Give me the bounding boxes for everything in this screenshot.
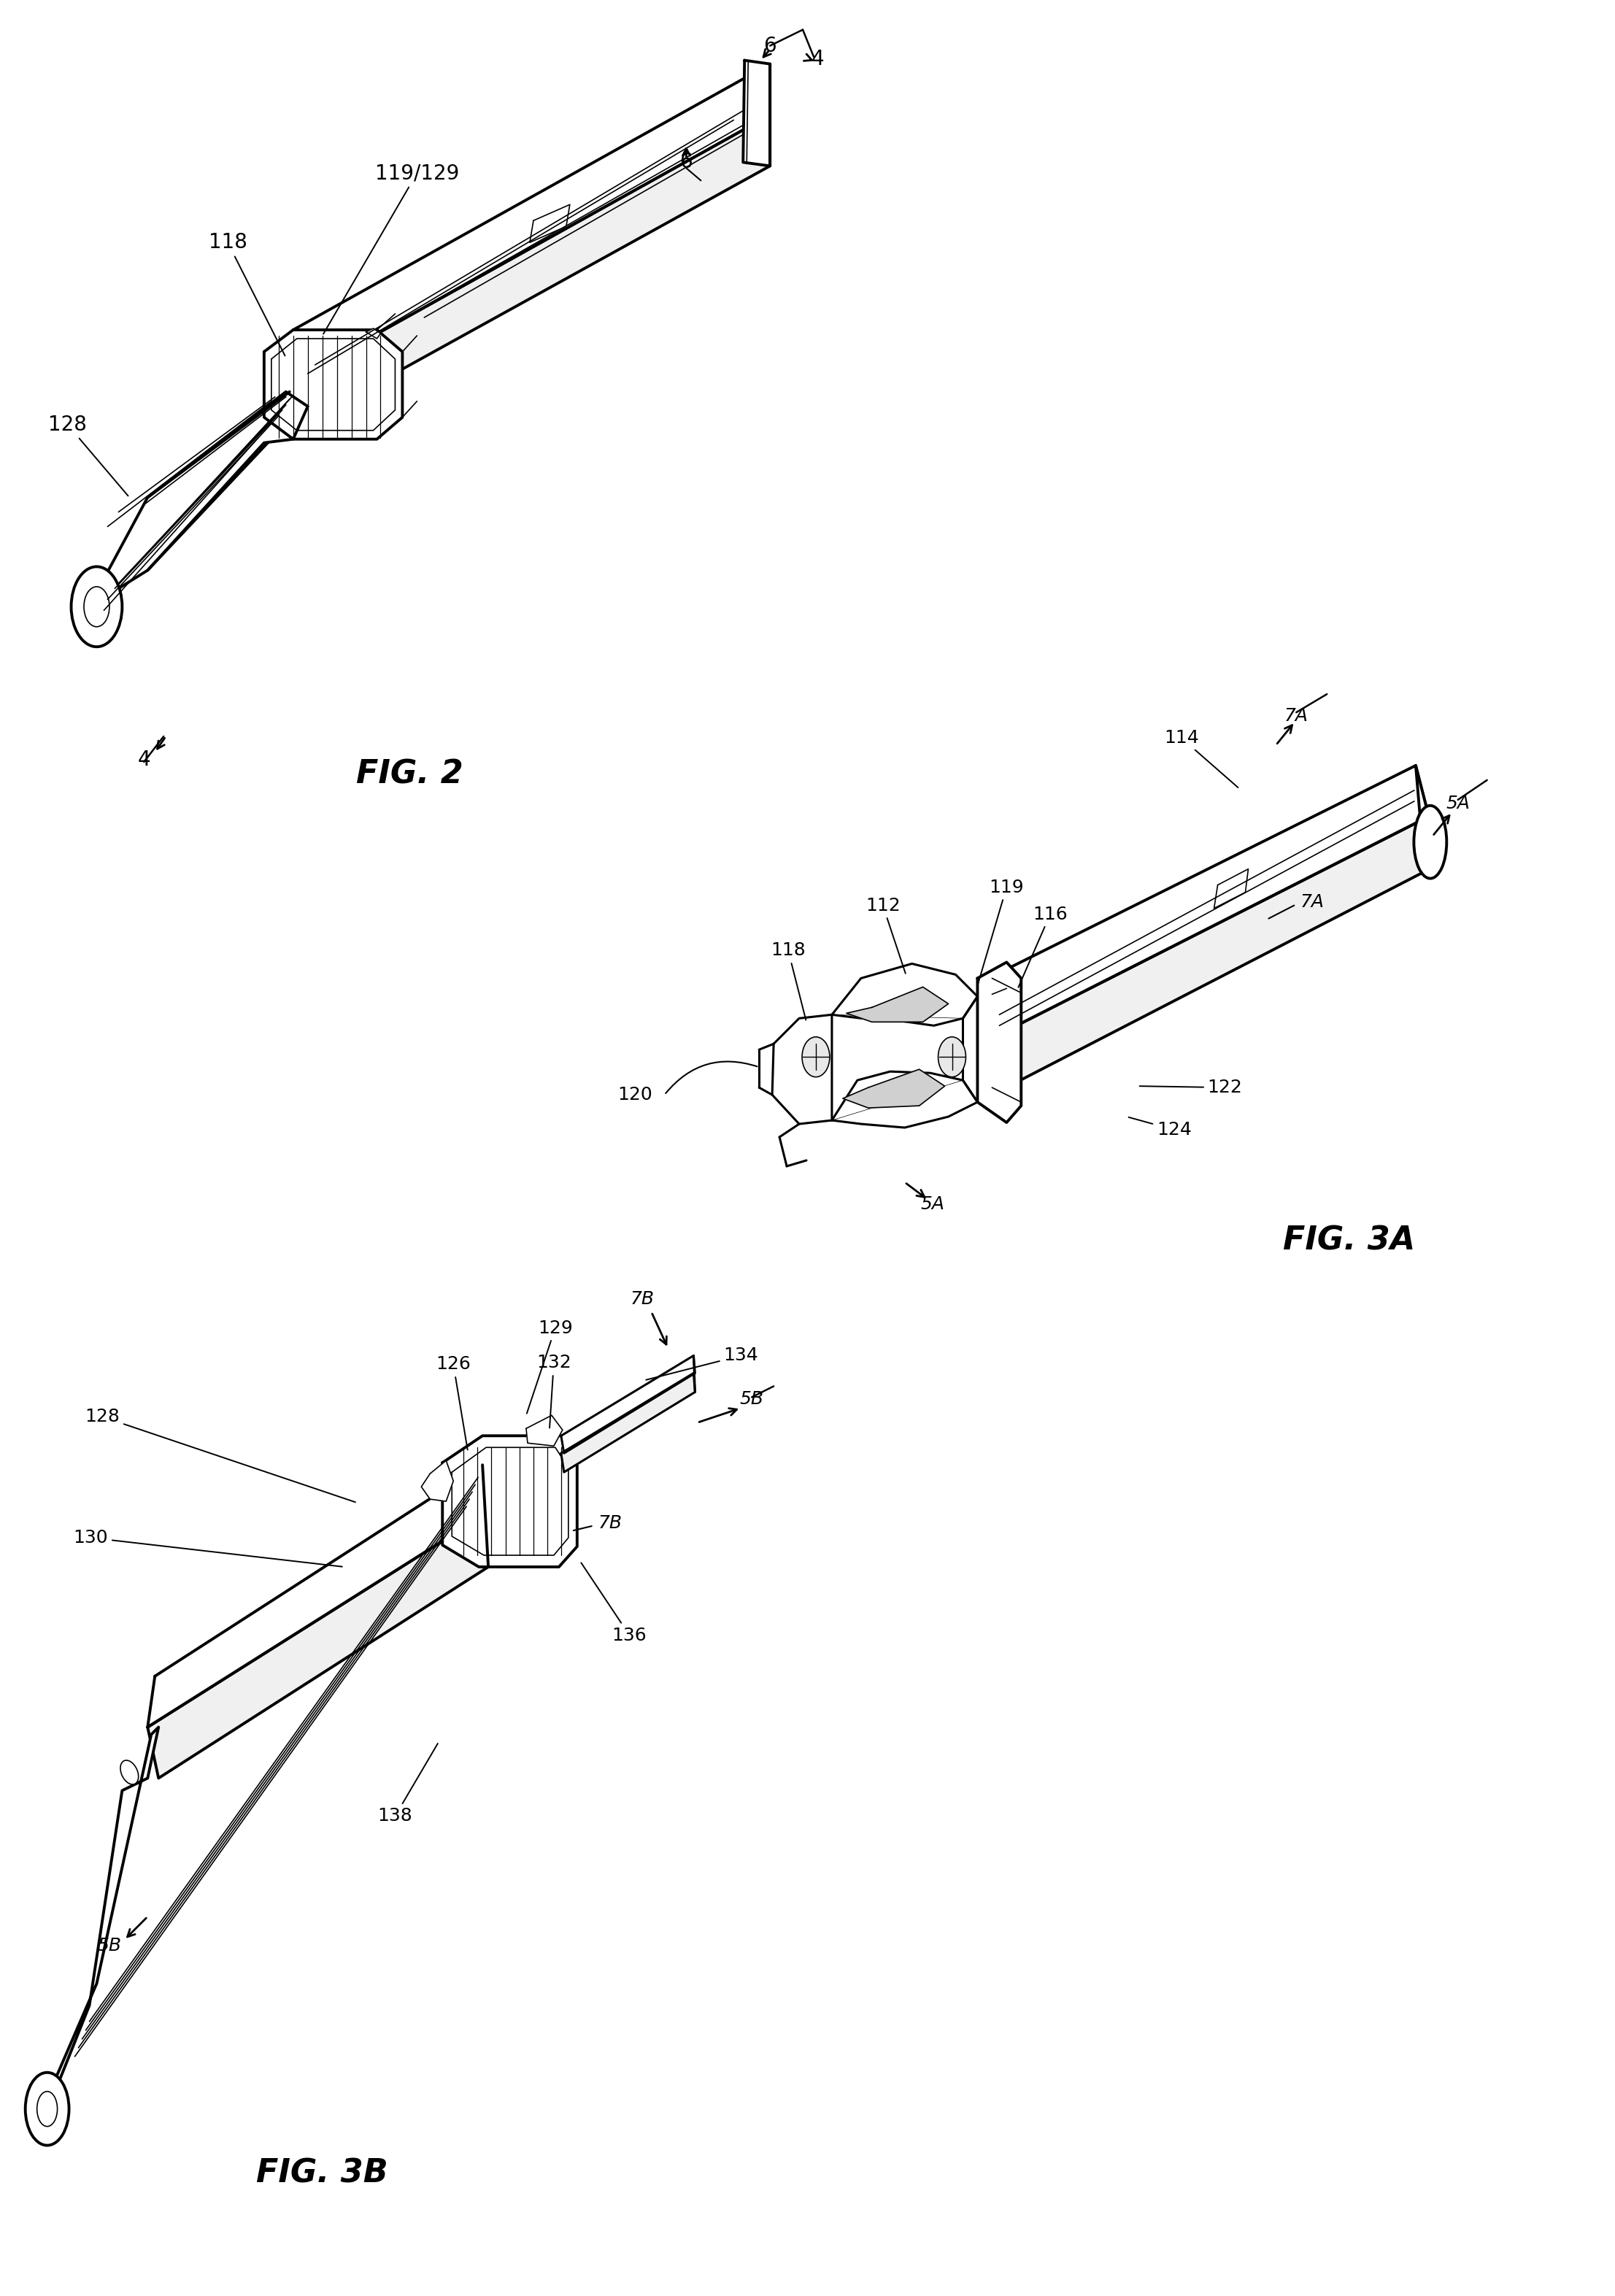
Polygon shape xyxy=(45,1727,158,2115)
Ellipse shape xyxy=(803,1038,830,1077)
Ellipse shape xyxy=(26,2073,69,2144)
Ellipse shape xyxy=(121,1761,139,1784)
Text: 128: 128 xyxy=(48,413,128,496)
Ellipse shape xyxy=(938,1038,966,1077)
Polygon shape xyxy=(526,1414,562,1446)
Text: 122: 122 xyxy=(1140,1079,1242,1095)
Text: 116: 116 xyxy=(1019,905,1068,987)
Text: 130: 130 xyxy=(73,1529,342,1566)
Text: FIG. 3B: FIG. 3B xyxy=(257,2158,388,2188)
Text: 114: 114 xyxy=(1164,730,1239,788)
Polygon shape xyxy=(843,1070,945,1109)
Text: 138: 138 xyxy=(378,1743,438,1825)
Polygon shape xyxy=(472,1460,488,1566)
Text: 7A: 7A xyxy=(1300,893,1324,912)
Text: 7B: 7B xyxy=(630,1290,654,1306)
Polygon shape xyxy=(988,765,1429,1031)
Text: 126: 126 xyxy=(436,1355,472,1449)
Text: 4: 4 xyxy=(811,48,824,69)
Polygon shape xyxy=(89,393,308,606)
Text: 112: 112 xyxy=(866,898,906,974)
Text: 6: 6 xyxy=(764,34,777,55)
Polygon shape xyxy=(772,1015,832,1125)
Text: 119/129: 119/129 xyxy=(323,163,459,333)
Polygon shape xyxy=(977,962,1021,1123)
Polygon shape xyxy=(452,1446,568,1554)
Ellipse shape xyxy=(71,567,123,647)
Text: 118: 118 xyxy=(208,232,284,356)
Text: 136: 136 xyxy=(581,1564,648,1644)
Text: 7A: 7A xyxy=(1284,707,1308,726)
Text: 120: 120 xyxy=(619,1086,652,1104)
Polygon shape xyxy=(147,1465,483,1727)
Polygon shape xyxy=(367,328,381,338)
Polygon shape xyxy=(832,1015,963,1120)
Polygon shape xyxy=(530,204,570,243)
Polygon shape xyxy=(560,1373,694,1472)
Ellipse shape xyxy=(84,588,110,627)
Ellipse shape xyxy=(37,2092,58,2126)
Polygon shape xyxy=(443,1435,577,1566)
Text: 5A: 5A xyxy=(1445,794,1470,813)
Polygon shape xyxy=(271,338,396,429)
Polygon shape xyxy=(286,64,770,383)
Text: 119: 119 xyxy=(979,879,1024,983)
Text: 134: 134 xyxy=(646,1348,759,1380)
Polygon shape xyxy=(832,964,977,1026)
Polygon shape xyxy=(832,1072,977,1127)
Text: 6: 6 xyxy=(680,152,693,172)
Polygon shape xyxy=(147,1515,488,1777)
Ellipse shape xyxy=(1413,806,1447,879)
Text: FIG. 3A: FIG. 3A xyxy=(1282,1224,1415,1256)
Polygon shape xyxy=(483,1465,488,1566)
Text: 5B: 5B xyxy=(99,1938,121,1954)
Text: 128: 128 xyxy=(86,1407,355,1502)
Text: 129: 129 xyxy=(526,1320,573,1414)
Polygon shape xyxy=(846,987,948,1022)
Polygon shape xyxy=(1006,817,1433,1081)
Polygon shape xyxy=(963,978,1021,1116)
Polygon shape xyxy=(1416,765,1433,868)
Text: 132: 132 xyxy=(536,1355,572,1428)
Text: 5B: 5B xyxy=(740,1391,764,1407)
Text: 124: 124 xyxy=(1129,1118,1192,1139)
Text: 5A: 5A xyxy=(921,1196,945,1212)
Polygon shape xyxy=(743,60,770,165)
Polygon shape xyxy=(560,1355,694,1453)
Text: 4: 4 xyxy=(137,748,150,769)
Polygon shape xyxy=(422,1460,454,1502)
Polygon shape xyxy=(1214,868,1248,909)
Text: FIG. 2: FIG. 2 xyxy=(357,758,464,790)
Polygon shape xyxy=(265,331,402,439)
Polygon shape xyxy=(283,115,770,436)
Text: 118: 118 xyxy=(770,941,806,1019)
Text: 7B: 7B xyxy=(598,1515,622,1531)
